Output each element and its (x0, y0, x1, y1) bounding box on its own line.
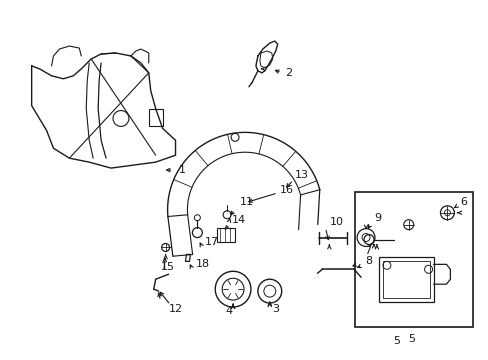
Text: 18: 18 (195, 259, 209, 269)
Text: 10: 10 (328, 217, 343, 227)
Bar (378, 257, 433, 302)
Text: 9: 9 (373, 213, 380, 223)
Bar (354, 192, 472, 327)
Text: 16: 16 (279, 185, 293, 195)
Text: 17: 17 (205, 237, 219, 247)
Text: 12: 12 (168, 304, 182, 314)
Bar (217, 228, 235, 242)
Text: 8: 8 (365, 256, 371, 266)
Text: 11: 11 (240, 197, 253, 207)
Text: 6: 6 (459, 197, 467, 207)
Text: 14: 14 (232, 215, 246, 225)
Bar (148, 109, 163, 126)
Text: 4: 4 (225, 306, 232, 316)
Text: 13: 13 (294, 170, 308, 180)
Bar (382, 261, 428, 298)
Text: 15: 15 (161, 262, 174, 272)
Text: 1: 1 (178, 165, 185, 175)
Text: 5: 5 (407, 334, 414, 344)
Text: 3: 3 (272, 304, 279, 314)
Text: 2: 2 (284, 68, 291, 78)
Text: 5: 5 (392, 336, 400, 346)
Text: 7: 7 (363, 247, 370, 256)
